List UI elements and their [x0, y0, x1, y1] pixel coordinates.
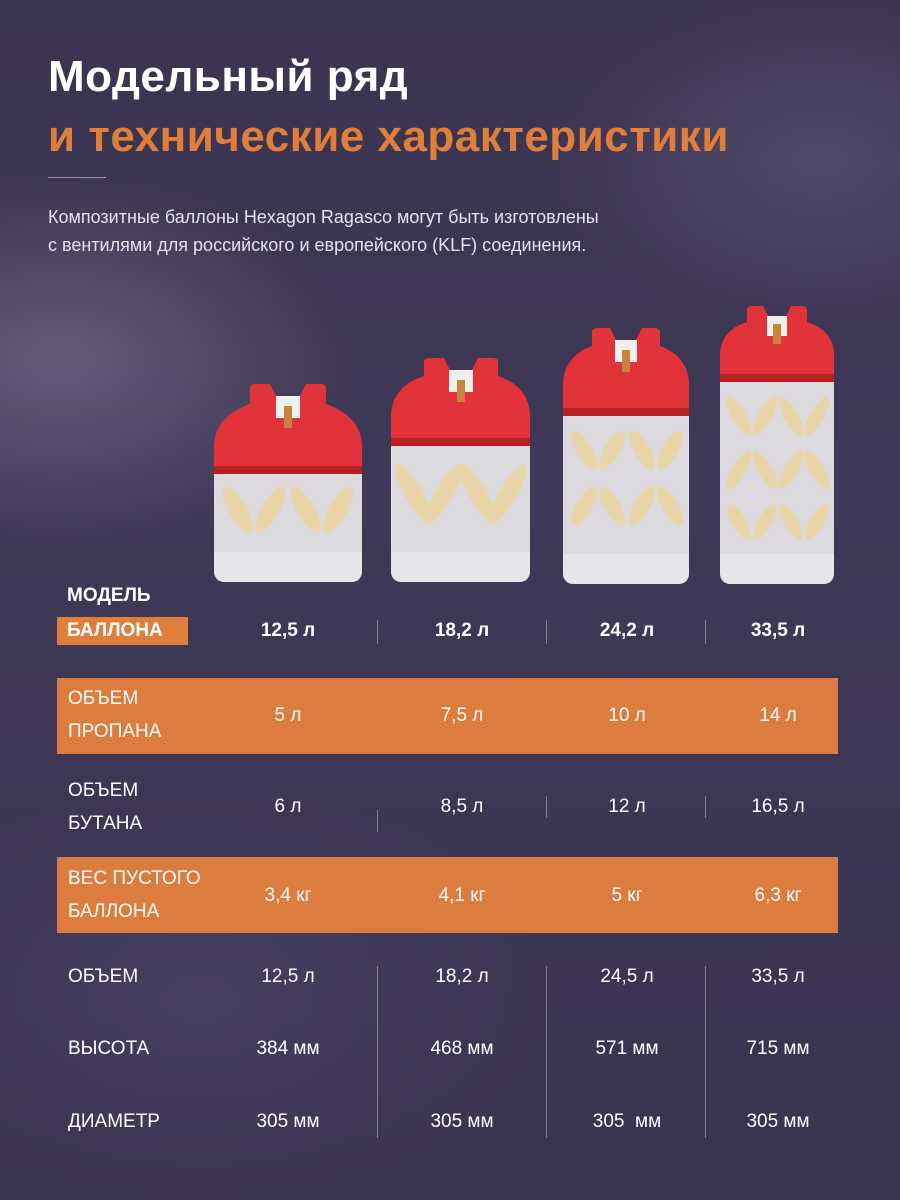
butane-value-33-5: 16,5 л: [751, 796, 805, 817]
cylinder-image-24-2: [560, 326, 692, 588]
page-title: Модельный ряд: [48, 52, 409, 101]
butane-value-18-2: 8,5 л: [440, 796, 484, 817]
propane-value-33-5: 14 л: [759, 705, 797, 726]
cylinder-image-33-5: [717, 304, 837, 588]
column-separator: [546, 966, 547, 1138]
butane-value-24-2: 12 л: [608, 796, 646, 817]
diameter-row-label: ДИАМЕТР: [68, 1111, 160, 1132]
header-separator: [705, 620, 706, 644]
volume-value-33-5: 33,5 л: [751, 966, 805, 987]
description-line-1: Композитные баллоны Hexagon Ragasco могу…: [48, 207, 599, 227]
butane-separator: [377, 810, 378, 832]
height-value-18-2: 468 мм: [430, 1038, 494, 1059]
butane-label-line1: ОБЪЕМ: [68, 780, 139, 801]
volume-value-12-5: 12,5 л: [261, 966, 315, 987]
weight-label-line2: БАЛЛОНА: [68, 901, 160, 922]
title-divider: [48, 177, 106, 178]
height-value-33-5: 715 мм: [746, 1038, 810, 1059]
model-label-badge-text: БАЛЛОНА: [67, 620, 163, 641]
propane-label-line2: ПРОПАНА: [68, 721, 162, 742]
model-label: МОДЕЛЬ: [67, 585, 151, 606]
propane-label-line1: ОБЪЕМ: [68, 688, 139, 709]
height-value-24-2: 571 мм: [595, 1038, 659, 1059]
model-24-2: 24,2 л: [599, 620, 655, 641]
description: Композитные баллоны Hexagon Ragasco могу…: [48, 203, 808, 259]
model-label-badge: БАЛЛОНА: [57, 617, 188, 645]
model-header-row: МОДЕЛЬ БАЛЛОНА 12,5 л 18,2 л 24,2 л 33,5…: [0, 580, 900, 650]
cylinder-image-12-5: [210, 382, 366, 586]
model-12-5: 12,5 л: [260, 620, 316, 641]
butane-separator: [705, 796, 706, 818]
model-33-5: 33,5 л: [750, 620, 806, 641]
butane-label-line2: БУТАНА: [68, 813, 143, 834]
column-separator: [377, 966, 378, 1138]
diameter-value-33-5: 305 мм: [746, 1111, 810, 1132]
propane-row-label: ОБЪЕМ ПРОПАНА: [68, 682, 161, 748]
volume-value-24-2: 24,5 л: [600, 966, 654, 987]
diameter-value-24-2: 305 мм: [592, 1111, 662, 1132]
height-row-label: ВЫСОТА: [68, 1038, 150, 1059]
propane-value-12-5: 5 л: [274, 705, 302, 726]
cylinder-image-18-2: [388, 356, 533, 586]
propane-value-18-2: 7,5 л: [440, 705, 484, 726]
header-separator: [546, 620, 547, 644]
volume-row-label: ОБЪЕМ: [68, 966, 139, 987]
weight-value-18-2: 4,1 кг: [438, 885, 486, 906]
butane-separator: [546, 796, 547, 818]
header-separator: [377, 620, 378, 644]
diameter-value-12-5: 305 мм: [256, 1111, 320, 1132]
weight-label-line1: ВЕС ПУСТОГО: [68, 868, 201, 889]
weight-row-band: [57, 857, 838, 933]
butane-row-label: ОБЪЕМ БУТАНА: [68, 774, 142, 840]
weight-value-12-5: 3,4 кг: [264, 885, 312, 906]
butane-value-12-5: 6 л: [274, 796, 302, 817]
propane-value-24-2: 10 л: [608, 705, 646, 726]
model-18-2: 18,2 л: [434, 620, 490, 641]
diameter-value-18-2: 305 мм: [430, 1111, 494, 1132]
weight-row-label: ВЕС ПУСТОГО БАЛЛОНА: [68, 862, 201, 928]
column-separator: [705, 966, 706, 1138]
volume-value-18-2: 18,2 л: [435, 966, 489, 987]
weight-value-33-5: 6,3 кг: [754, 885, 802, 906]
page-subtitle: и технические характеристики: [48, 112, 729, 161]
description-line-2: с вентилями для российского и европейско…: [48, 235, 587, 255]
propane-row-band: [57, 678, 838, 754]
weight-value-24-2: 5 кг: [611, 885, 643, 906]
height-value-12-5: 384 мм: [256, 1038, 320, 1059]
